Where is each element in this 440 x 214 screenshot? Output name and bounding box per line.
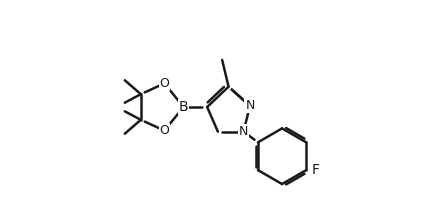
Text: N: N xyxy=(245,100,255,112)
Text: O: O xyxy=(159,124,169,137)
Text: N: N xyxy=(239,125,248,138)
Text: B: B xyxy=(179,100,188,114)
Text: F: F xyxy=(311,163,319,177)
Text: O: O xyxy=(159,77,169,90)
